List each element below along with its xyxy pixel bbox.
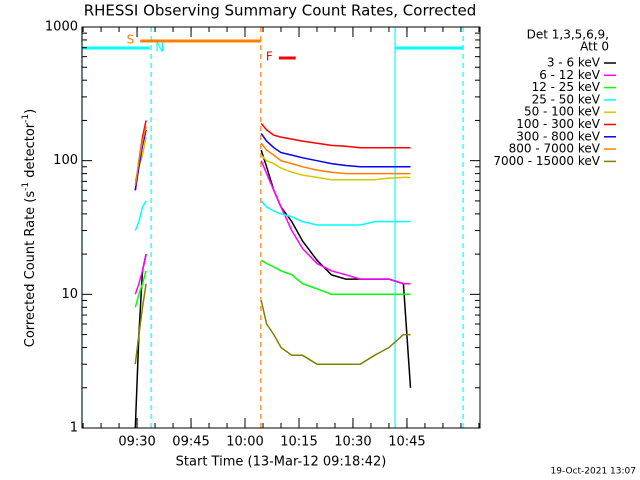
legend-label: 300 - 800 keV bbox=[516, 129, 600, 143]
series-line bbox=[134, 200, 411, 231]
footer-date: 19-Oct-2021 13:07 bbox=[551, 467, 636, 477]
legend-label: 6 - 12 keV bbox=[539, 68, 601, 82]
y-tick-label: 1 bbox=[70, 421, 78, 436]
series-line bbox=[134, 283, 411, 365]
y-axis-label: Corrected Count Rate (s-1 detector-1) bbox=[21, 109, 38, 347]
legend-title: Det 1,3,5,6,9, bbox=[527, 28, 609, 42]
chart-title: RHESSI Observing Summary Count Rates, Co… bbox=[84, 2, 477, 20]
x-tick-label: 09:45 bbox=[172, 435, 209, 450]
legend-title: Att 0 bbox=[580, 40, 609, 54]
y-label-part: detector bbox=[23, 122, 38, 182]
y-label-part: ) bbox=[23, 109, 38, 114]
flag-label: N bbox=[155, 41, 164, 55]
y-tick-label: 1000 bbox=[45, 20, 78, 35]
legend-label: 25 - 50 keV bbox=[532, 92, 601, 106]
x-tick-label: 09:30 bbox=[118, 435, 155, 450]
flag-label: S bbox=[127, 33, 135, 47]
y-label-part: Corrected Count Rate (s bbox=[23, 191, 38, 348]
x-tick-label: 10:30 bbox=[334, 435, 371, 450]
series-line bbox=[134, 129, 411, 191]
x-tick-label: 10:45 bbox=[388, 435, 425, 450]
y-tick-label: 100 bbox=[53, 153, 78, 168]
x-tick-label: 10:00 bbox=[226, 435, 263, 450]
series-line bbox=[134, 126, 411, 186]
series-line bbox=[134, 259, 411, 308]
legend-label: 7000 - 15000 keV bbox=[493, 154, 600, 168]
x-axis-label: Start Time (13-Mar-12 09:18:42) bbox=[176, 455, 387, 470]
series-line bbox=[134, 160, 411, 295]
legend-label: 800 - 7000 keV bbox=[509, 142, 601, 156]
y-label-sup: -1 bbox=[21, 114, 31, 123]
flag-label: F bbox=[266, 50, 273, 64]
y-tick-label: 10 bbox=[61, 287, 78, 302]
x-tick-label: 10:15 bbox=[280, 435, 317, 450]
legend-label: 3 - 6 keV bbox=[547, 56, 601, 70]
legend-label: 12 - 25 keV bbox=[532, 80, 601, 94]
legend-label: 50 - 100 keV bbox=[524, 105, 601, 119]
y-label-sup: -1 bbox=[21, 182, 31, 191]
legend-label: 100 - 300 keV bbox=[516, 117, 600, 131]
